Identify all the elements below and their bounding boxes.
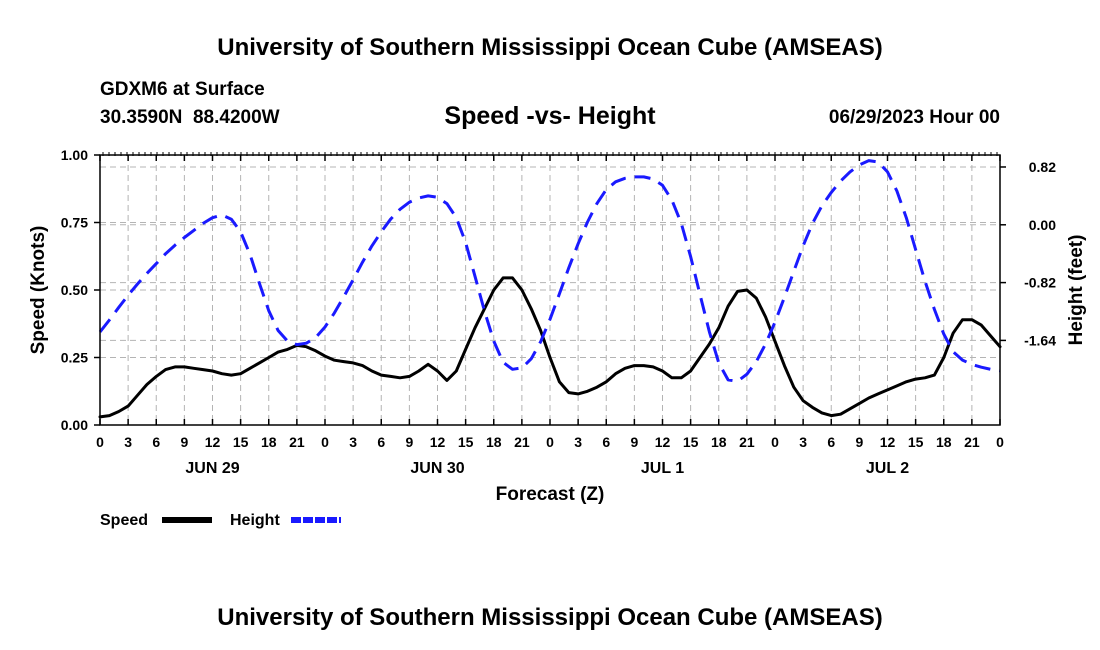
x-tick-label: 0 bbox=[321, 434, 329, 450]
chart-title: Speed -vs- Height bbox=[444, 102, 656, 130]
x-tick-label: 15 bbox=[908, 434, 924, 450]
x-tick-label: 3 bbox=[799, 434, 807, 450]
x-tick-label: 0 bbox=[996, 434, 1004, 450]
right-tick-label: 0.00 bbox=[1029, 217, 1056, 233]
series-line-height bbox=[98, 159, 1001, 383]
date-label: JUL 1 bbox=[641, 460, 684, 477]
x-tick-label: 21 bbox=[964, 434, 980, 450]
station-label: GDXM6 at Surface bbox=[100, 79, 265, 100]
x-tick-label: 18 bbox=[711, 434, 727, 450]
left-tick-label: 1.00 bbox=[61, 147, 88, 163]
x-tick-label: 21 bbox=[289, 434, 305, 450]
date-label: JUN 30 bbox=[410, 460, 464, 477]
axes-layer: 0 3 6 9 12 15 18 21 0 3 6 9 12 15 18 21 0 3 6 9 12 15 18 21 0 3 6 9… bbox=[61, 147, 1056, 477]
x-tick-label: 15 bbox=[683, 434, 699, 450]
x-tick-label: 15 bbox=[458, 434, 474, 450]
right-tick-label: 0.82 bbox=[1029, 159, 1056, 175]
x-tick-label: 18 bbox=[936, 434, 952, 450]
x-tick-label: 12 bbox=[205, 434, 221, 450]
x-tick-label: 18 bbox=[261, 434, 277, 450]
x-tick-label: 0 bbox=[546, 434, 554, 450]
x-tick-label: 9 bbox=[630, 434, 638, 450]
page-title: University of Southern Mississippi Ocean… bbox=[217, 34, 882, 61]
x-tick-label: 21 bbox=[514, 434, 530, 450]
left-axis-title: Speed (Knots) bbox=[28, 226, 49, 355]
grid-lines bbox=[100, 155, 1000, 425]
right-axis-title: Height (feet) bbox=[1066, 235, 1087, 346]
legend: Speed Height bbox=[100, 512, 341, 529]
date-label: JUN 29 bbox=[185, 460, 239, 477]
right-tick-label: -1.64 bbox=[1024, 332, 1056, 348]
x-tick-label: 6 bbox=[602, 434, 610, 450]
left-tick-label: 0.00 bbox=[61, 417, 88, 433]
series-layer bbox=[98, 159, 1002, 419]
footer-title: University of Southern Mississippi Ocean… bbox=[217, 604, 882, 631]
x-tick-label: 21 bbox=[739, 434, 755, 450]
x-tick-label: 6 bbox=[827, 434, 835, 450]
x-tick-label: 6 bbox=[152, 434, 160, 450]
x-tick-label: 3 bbox=[124, 434, 132, 450]
left-tick-label: 0.25 bbox=[61, 350, 88, 366]
x-tick-label: 3 bbox=[349, 434, 357, 450]
x-tick-label: 0 bbox=[771, 434, 779, 450]
x-tick-label: 12 bbox=[430, 434, 446, 450]
x-tick-label: 15 bbox=[233, 434, 249, 450]
coordinates-label: 30.3590N 88.4200W bbox=[100, 107, 280, 128]
right-tick-label: -0.82 bbox=[1024, 275, 1056, 291]
run-time-label: 06/29/2023 Hour 00 bbox=[829, 107, 1000, 128]
legend-label-height: Height bbox=[230, 512, 280, 529]
x-tick-label: 18 bbox=[486, 434, 502, 450]
date-label: JUL 2 bbox=[866, 460, 909, 477]
left-tick-label: 0.50 bbox=[61, 282, 88, 298]
x-tick-label: 3 bbox=[574, 434, 582, 450]
x-tick-label: 9 bbox=[180, 434, 188, 450]
x-tick-label: 9 bbox=[405, 434, 413, 450]
series-line-speed bbox=[98, 276, 1002, 419]
left-tick-label: 0.75 bbox=[61, 215, 88, 231]
x-tick-label: 9 bbox=[855, 434, 863, 450]
x-tick-label: 0 bbox=[96, 434, 104, 450]
x-tick-label: 6 bbox=[377, 434, 385, 450]
x-axis-title: Forecast (Z) bbox=[496, 484, 605, 505]
legend-label-speed: Speed bbox=[100, 512, 148, 529]
x-tick-label: 12 bbox=[880, 434, 896, 450]
x-tick-label: 12 bbox=[655, 434, 671, 450]
